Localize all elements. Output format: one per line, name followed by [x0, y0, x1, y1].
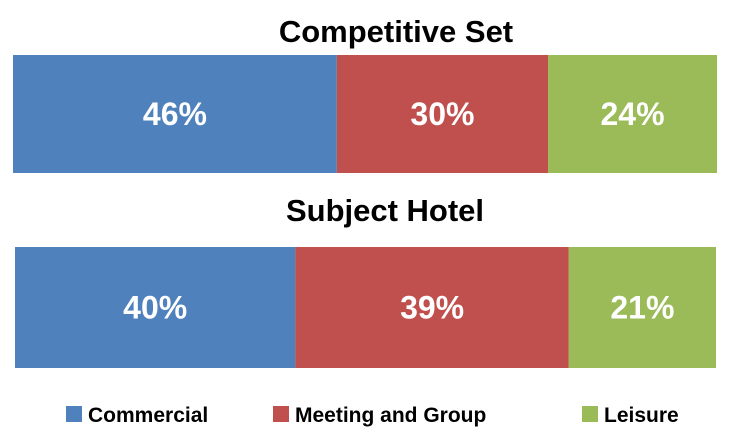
chart-title-subject-hotel: Subject Hotel	[286, 193, 484, 228]
bar-segment-subject-hotel-meeting-and-group	[295, 247, 569, 368]
legend-label-meeting-and-group: Meeting and Group	[295, 404, 486, 427]
legend-swatch-leisure	[582, 406, 598, 422]
bar-segment-competitive-set-leisure	[548, 55, 717, 173]
legend-label-leisure: Leisure	[604, 404, 679, 427]
bar-segment-competitive-set-meeting-and-group	[336, 55, 549, 173]
bar-segment-subject-hotel-commercial	[15, 247, 296, 368]
stacked-bar-subject-hotel: 40% 39% 21%	[15, 247, 716, 368]
stacked-bar-competitive-set: 46% 30% 24%	[13, 55, 717, 173]
data-label-competitive-set-commercial: 46%	[143, 96, 207, 132]
bar-segment-competitive-set-commercial	[13, 55, 337, 173]
data-label-competitive-set-meeting-and-group: 30%	[410, 96, 474, 132]
chart-subject-hotel: Subject Hotel 40% 39% 21%	[15, 193, 716, 368]
legend-swatch-commercial	[66, 406, 82, 422]
legend: Commercial Meeting and Group Leisure	[66, 404, 679, 427]
data-label-subject-hotel-commercial: 40%	[123, 290, 187, 326]
data-label-competitive-set-leisure: 24%	[600, 96, 664, 132]
data-label-subject-hotel-leisure: 21%	[610, 290, 674, 326]
data-label-subject-hotel-meeting-and-group: 39%	[400, 290, 464, 326]
bar-segment-subject-hotel-leisure	[568, 247, 716, 368]
chart-competitive-set: Competitive Set 46% 30% 24%	[13, 14, 717, 173]
legend-swatch-meeting-and-group	[273, 406, 289, 422]
legend-label-commercial: Commercial	[88, 404, 208, 427]
chart-title-competitive-set: Competitive Set	[279, 14, 513, 49]
